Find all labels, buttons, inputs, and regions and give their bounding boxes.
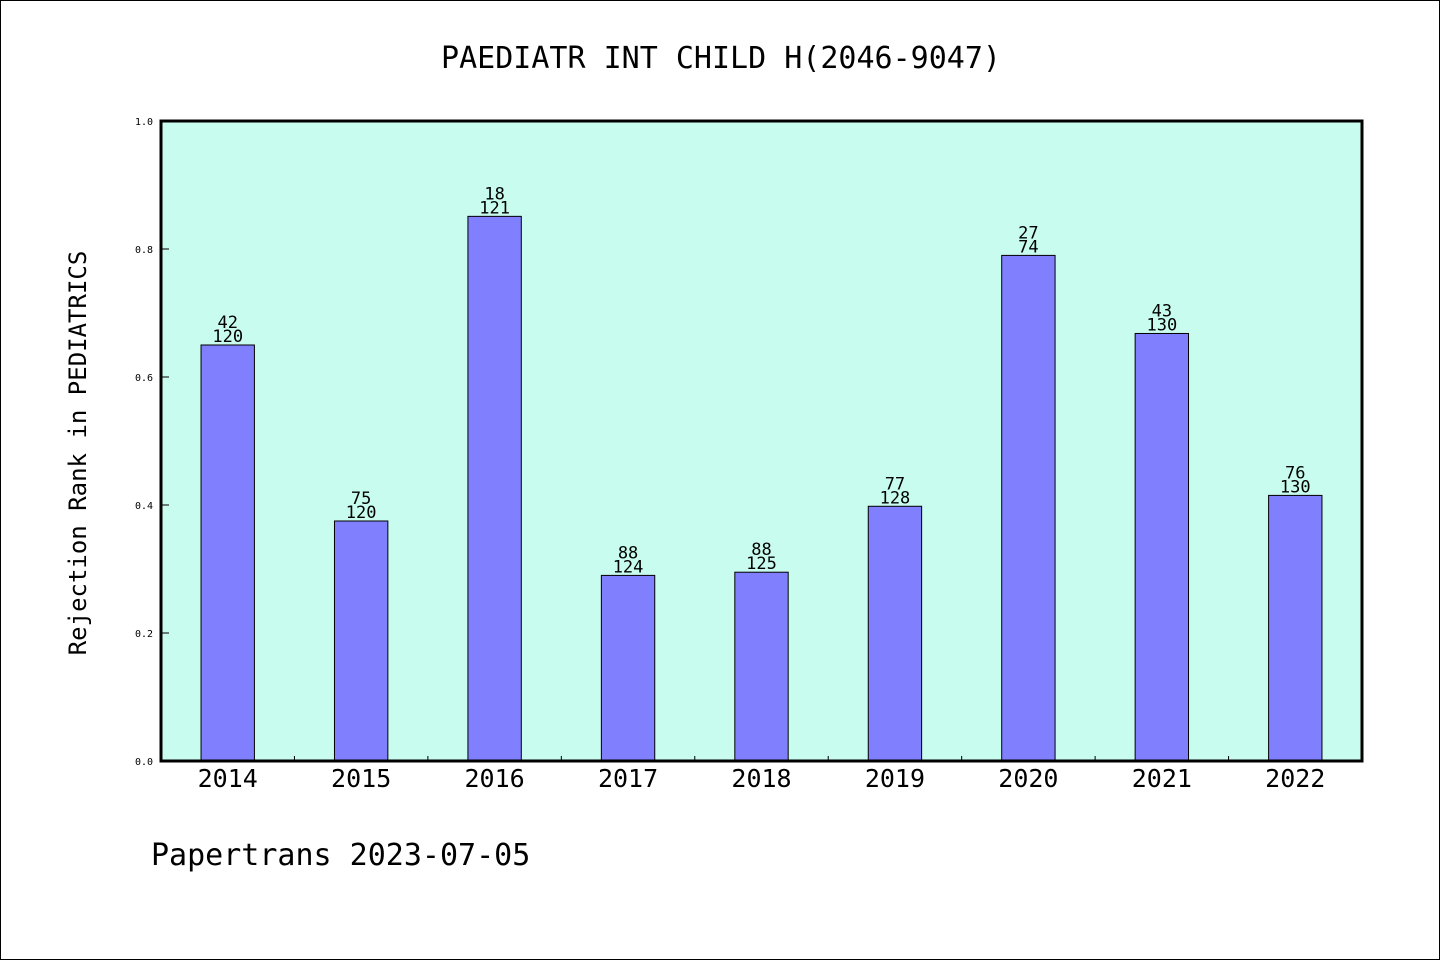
footer-text: Papertrans 2023-07-05 xyxy=(151,838,530,873)
bar-2022 xyxy=(1268,494,1323,762)
bar-label-bottom-2017: 124 xyxy=(613,557,644,577)
bar-label-bottom-2022: 130 xyxy=(1280,477,1311,497)
bar-label-bottom-2018: 125 xyxy=(746,554,777,574)
x-tick-label-2019: 2019 xyxy=(865,764,925,793)
bar-2020 xyxy=(1001,254,1056,762)
bar-label-bottom-2015: 120 xyxy=(346,503,377,523)
y-tick-label-0.0: 0.0 xyxy=(135,757,153,768)
plot-border xyxy=(159,119,1364,763)
y-tick-label-0.4: 0.4 xyxy=(135,501,153,512)
y-tick-label-0.2: 0.2 xyxy=(135,629,153,640)
y-tick-label-1.0: 1.0 xyxy=(135,117,153,128)
x-tick-label-2014: 2014 xyxy=(198,764,258,793)
bar-2021 xyxy=(1134,332,1190,762)
bar-label-top-2021: 43 xyxy=(1152,301,1172,321)
axis-ticks: 2014 2015 2016 2017 2018 2019 2020 2021 2022 0.0 0… xyxy=(135,117,1325,793)
x-tick-label-2018: 2018 xyxy=(731,764,791,793)
x-tick-label-2015: 2015 xyxy=(331,764,391,793)
y-axis-label: Rejection Rank in PEDIATRICS xyxy=(64,251,92,656)
bar-label-bottom-2014: 120 xyxy=(212,327,243,347)
bar-label-top-2022: 76 xyxy=(1285,463,1305,483)
bar-2014 xyxy=(200,344,255,762)
bar-label-top-2019: 77 xyxy=(885,474,905,494)
bar-label-bottom-2019: 128 xyxy=(880,488,911,508)
bar-2015 xyxy=(333,520,389,762)
bar-2018 xyxy=(734,571,789,762)
bars-group: 4212075120181218812488125771282774431307… xyxy=(200,184,1323,762)
bar-label-bottom-2021: 130 xyxy=(1146,315,1177,335)
bar-label-bottom-2020: 74 xyxy=(1018,237,1038,257)
bar-label-top-2016: 18 xyxy=(484,184,504,204)
bar-label-top-2015: 75 xyxy=(351,489,371,509)
x-tick-label-2017: 2017 xyxy=(598,764,658,793)
bar-label-top-2017: 88 xyxy=(618,543,638,563)
bar-label-top-2018: 88 xyxy=(751,540,771,560)
bar-label-bottom-2016: 121 xyxy=(479,198,510,218)
chart-title: PAEDIATR INT CHILD H(2046-9047) xyxy=(441,41,1001,76)
y-tick-label-0.6: 0.6 xyxy=(135,373,153,384)
bar-2016 xyxy=(467,215,522,762)
bar-2019 xyxy=(867,505,923,762)
y-tick-label-0.8: 0.8 xyxy=(135,245,153,256)
x-tick-label-2016: 2016 xyxy=(465,764,525,793)
bar-label-top-2020: 27 xyxy=(1018,223,1038,243)
bar-label-top-2014: 42 xyxy=(217,313,237,333)
x-tick-label-2022: 2022 xyxy=(1265,764,1325,793)
x-tick-label-2020: 2020 xyxy=(998,764,1058,793)
bar-2017 xyxy=(600,574,656,762)
x-tick-label-2021: 2021 xyxy=(1132,764,1192,793)
